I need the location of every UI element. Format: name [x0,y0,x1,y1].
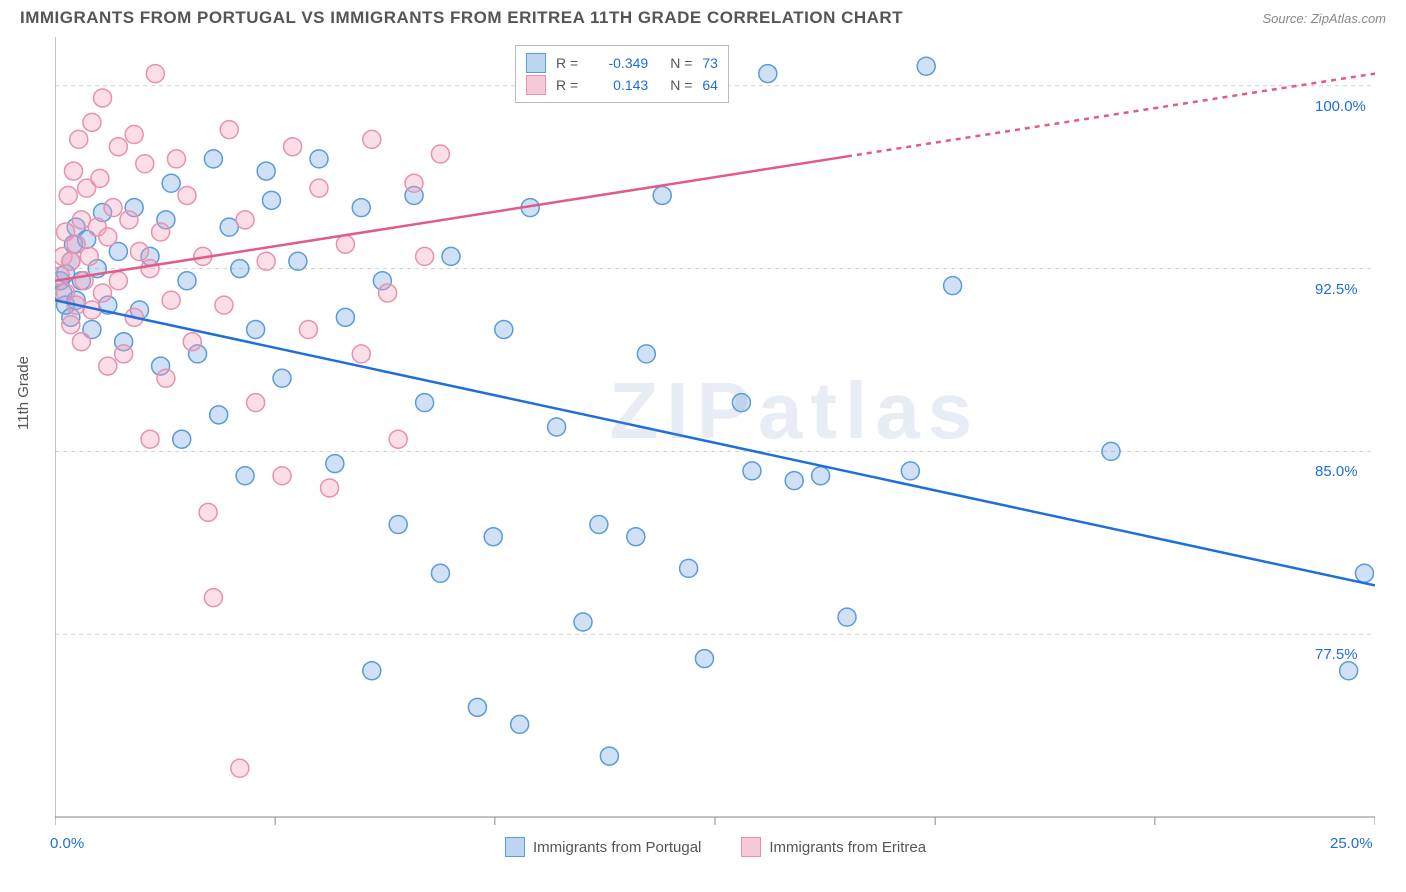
legend-r-value: 0.143 [588,74,648,96]
chart-header: IMMIGRANTS FROM PORTUGAL VS IMMIGRANTS F… [0,0,1406,32]
legend-series-name: Immigrants from Eritrea [769,839,926,856]
legend-n-value: 64 [702,74,718,96]
y-tick-label: 92.5% [1315,281,1358,298]
legend-r-label: R = [556,74,578,96]
legend-series-item: Immigrants from Portugal [505,837,701,857]
legend-n-label: N = [670,52,692,74]
chart-title: IMMIGRANTS FROM PORTUGAL VS IMMIGRANTS F… [20,8,903,28]
series-legend: Immigrants from Portugal Immigrants from … [505,837,926,857]
correlation-legend: R = -0.349 N = 73 R = 0.143 N = 64 [515,45,729,103]
legend-correlation-row: R = 0.143 N = 64 [526,74,718,96]
legend-series-item: Immigrants from Eritrea [741,837,926,857]
legend-r-label: R = [556,52,578,74]
y-axis-label: 11th Grade [15,356,32,430]
legend-swatch [741,837,761,857]
chart-source: Source: ZipAtlas.com [1262,11,1386,26]
legend-n-value: 73 [702,52,718,74]
scatter-plot-svg [55,37,1375,857]
y-tick-label: 100.0% [1315,98,1366,115]
legend-swatch [526,53,546,73]
legend-correlation-row: R = -0.349 N = 73 [526,52,718,74]
legend-series-name: Immigrants from Portugal [533,839,701,856]
legend-swatch [505,837,525,857]
x-tick-label: 25.0% [1330,835,1373,852]
legend-swatch [526,75,546,95]
x-tick-label: 0.0% [50,835,84,852]
chart-area: ZIPatlas R =-0.349N =73R =0.143N =64 Imm… [55,37,1406,862]
y-tick-label: 85.0% [1315,463,1358,480]
legend-r-value: -0.349 [588,52,648,74]
y-tick-label: 77.5% [1315,646,1358,663]
legend-n-label: N = [670,74,692,96]
